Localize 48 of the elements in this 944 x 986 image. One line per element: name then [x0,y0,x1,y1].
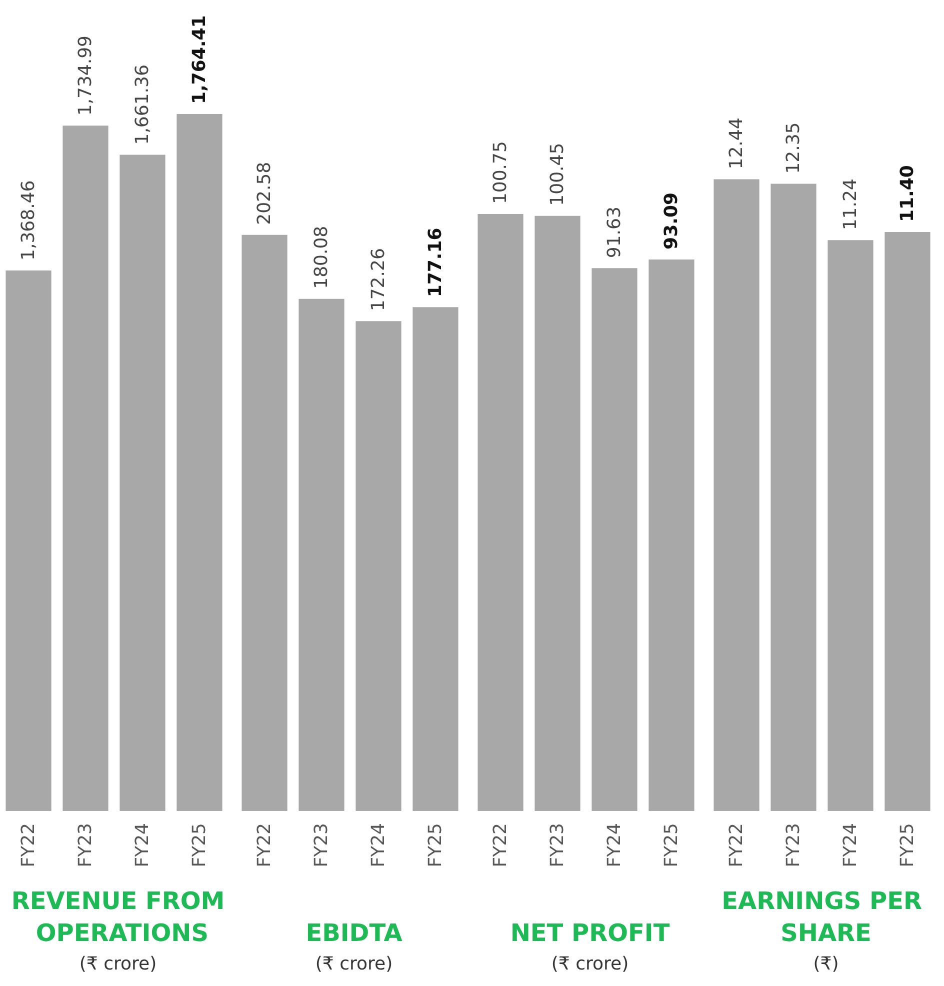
x-tick-label: FY25 [661,823,682,868]
text: EBIDTA [306,919,403,947]
data-label: 1,764.41 [189,15,210,104]
bar [534,216,580,811]
x-tick-label: FY23 [783,823,804,868]
bar [6,270,52,811]
data-label: 172.26 [368,248,389,312]
x-tick-label: FY22 [254,823,275,868]
x-tick-label: FY23 [547,823,568,868]
text: (₹ crore) [315,954,393,974]
x-tick-label: FY25 [189,823,210,868]
x-tick-label: FY25 [897,823,918,868]
data-label: 177.16 [425,228,446,298]
bar [176,114,222,811]
data-label: 100.45 [547,142,568,206]
text: (₹ crore) [79,954,157,974]
x-tick-label: FY22 [490,823,511,868]
bar [648,259,694,811]
data-label: 12.44 [726,118,747,170]
x-tick-label: FY24 [132,823,153,868]
text: NET PROFIT [510,919,670,947]
text: (₹ crore) [551,954,629,974]
x-tick-label: FY24 [840,823,861,868]
x-tick-label: FY23 [75,823,96,868]
data-label: 180.08 [311,226,332,289]
x-tick-label: FY24 [368,823,389,868]
text: (₹) [813,954,839,974]
data-label: 11.24 [840,178,861,230]
bar [478,214,524,811]
text: EARNINGS PER SHARE [722,887,930,947]
data-label: 93.09 [661,192,682,250]
data-label: 91.63 [604,206,625,258]
x-tick-label: FY22 [18,823,39,868]
bar [592,268,638,811]
x-tick-label: FY24 [604,823,625,868]
data-label: 12.35 [783,122,804,174]
x-tick-label: FY23 [311,823,332,868]
x-tick-label: FY22 [726,823,747,868]
data-label: 202.58 [254,162,275,225]
bar [62,126,108,811]
bar [120,154,166,811]
text: REVENUE FROM OPERATIONS [11,887,225,947]
data-label: 1,661.36 [132,64,153,145]
data-label: 11.40 [897,165,918,222]
x-tick-label: FY25 [425,823,446,868]
data-label: 1,368.46 [18,180,39,260]
data-label: 1,734.99 [75,36,96,116]
data-label: 100.75 [490,141,511,204]
